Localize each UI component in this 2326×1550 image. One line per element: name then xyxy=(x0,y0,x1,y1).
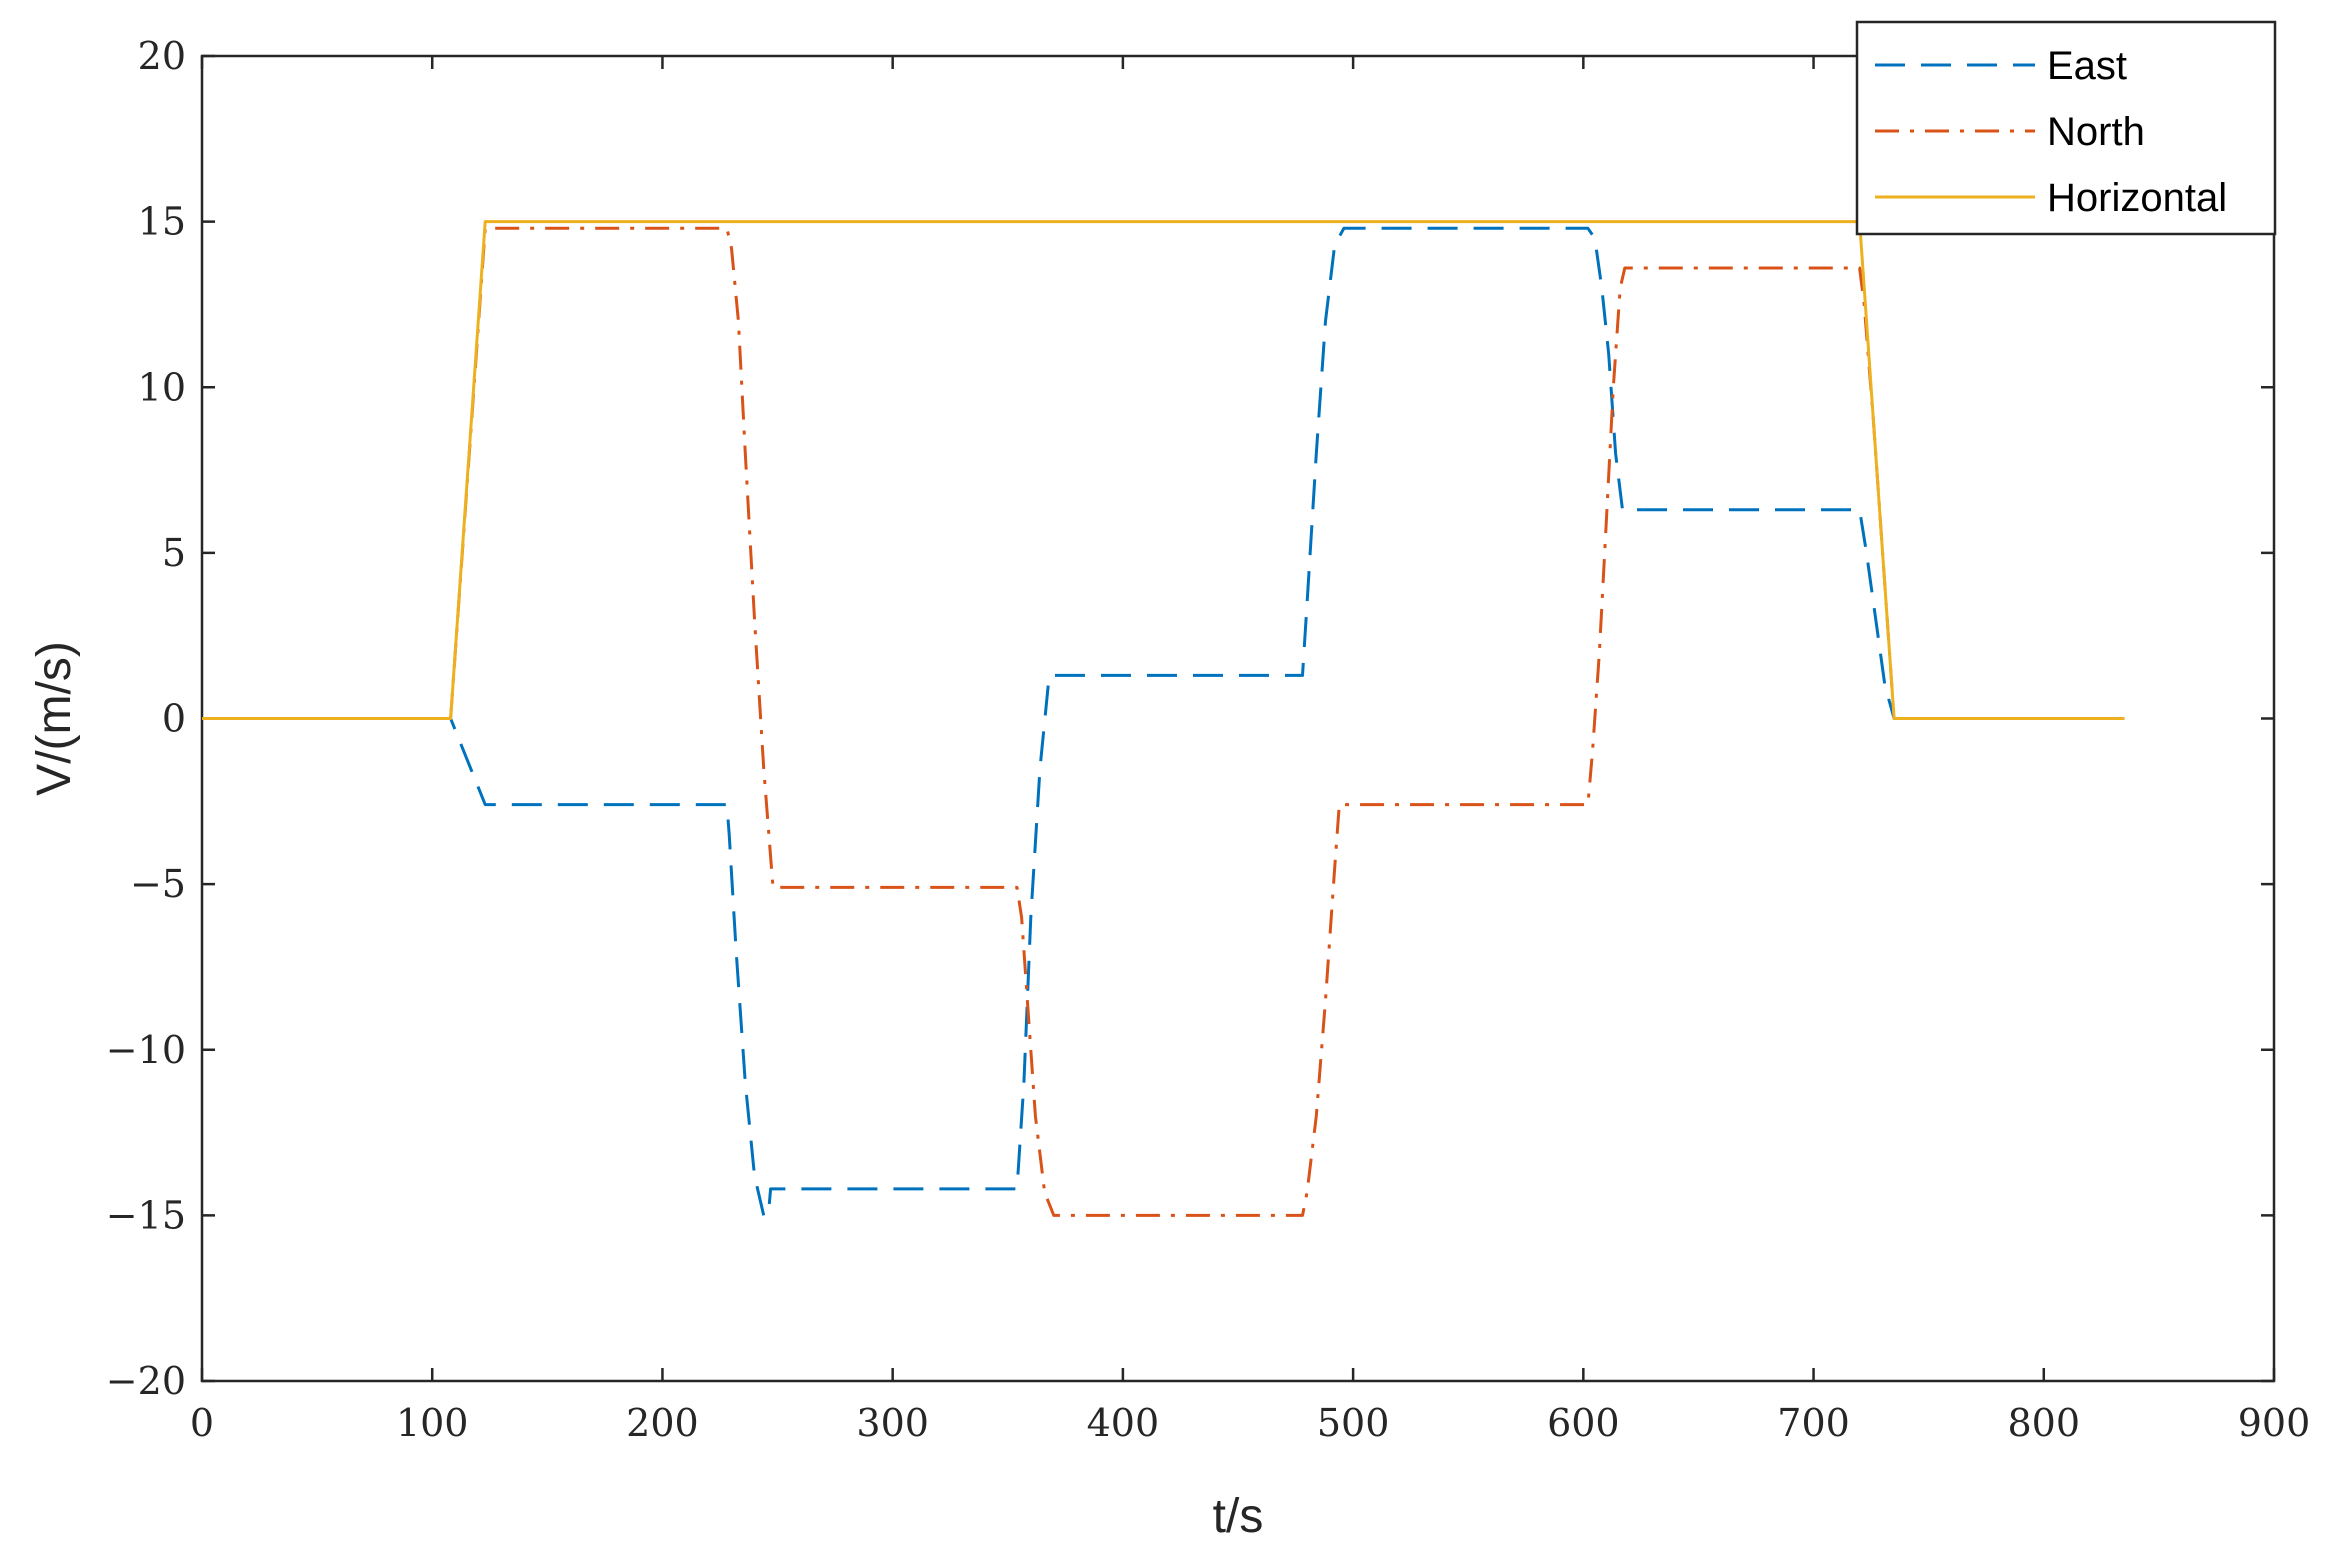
x-tick-label: 100 xyxy=(396,1401,469,1445)
x-tick-label: 0 xyxy=(190,1401,214,1445)
plot-area xyxy=(200,54,2276,1383)
x-tick-label: 400 xyxy=(1087,1401,1160,1445)
legend-label-east: East xyxy=(2047,44,2127,88)
y-tick-label: −15 xyxy=(106,1193,186,1237)
series-line-east xyxy=(202,226,2125,1217)
y-tick-label: 20 xyxy=(138,34,186,78)
x-tick-label: 800 xyxy=(2008,1401,2081,1445)
y-tick-label: −20 xyxy=(106,1359,186,1403)
x-tick-label: 600 xyxy=(1547,1401,1620,1445)
y-axis-title: V/(m/s) xyxy=(28,641,81,796)
y-tick-label: −5 xyxy=(130,862,186,906)
series-line-north xyxy=(202,226,2125,1217)
legend-items: East North Horizontal xyxy=(1875,44,2227,220)
y-tick-label: −10 xyxy=(106,1028,186,1072)
y-tick-label: 15 xyxy=(138,200,186,244)
y-tick-label: 0 xyxy=(162,697,186,741)
x-tick-label: 700 xyxy=(1777,1401,1850,1445)
x-tick-label: 300 xyxy=(856,1401,929,1445)
x-axis-title: t/s xyxy=(1213,1490,1264,1543)
tick-labels: 0 100 200 300 400 500 600 700 800 900 −20 −15 −10 −5 0… xyxy=(106,34,2310,1445)
legend-label-horizontal: Horizontal xyxy=(2047,176,2227,220)
legend-box xyxy=(1855,20,2277,236)
y-tick-label: 5 xyxy=(162,531,186,575)
legend: East North Horizontal xyxy=(1855,20,2277,236)
x-tick-label: 900 xyxy=(2238,1401,2311,1445)
series-line-horizontal xyxy=(202,220,2125,720)
x-tick-label: 500 xyxy=(1317,1401,1390,1445)
x-tick-label: 200 xyxy=(626,1401,699,1445)
series-layer xyxy=(202,220,2125,1217)
y-tick-label: 10 xyxy=(138,365,186,409)
legend-label-north: North xyxy=(2047,110,2145,154)
